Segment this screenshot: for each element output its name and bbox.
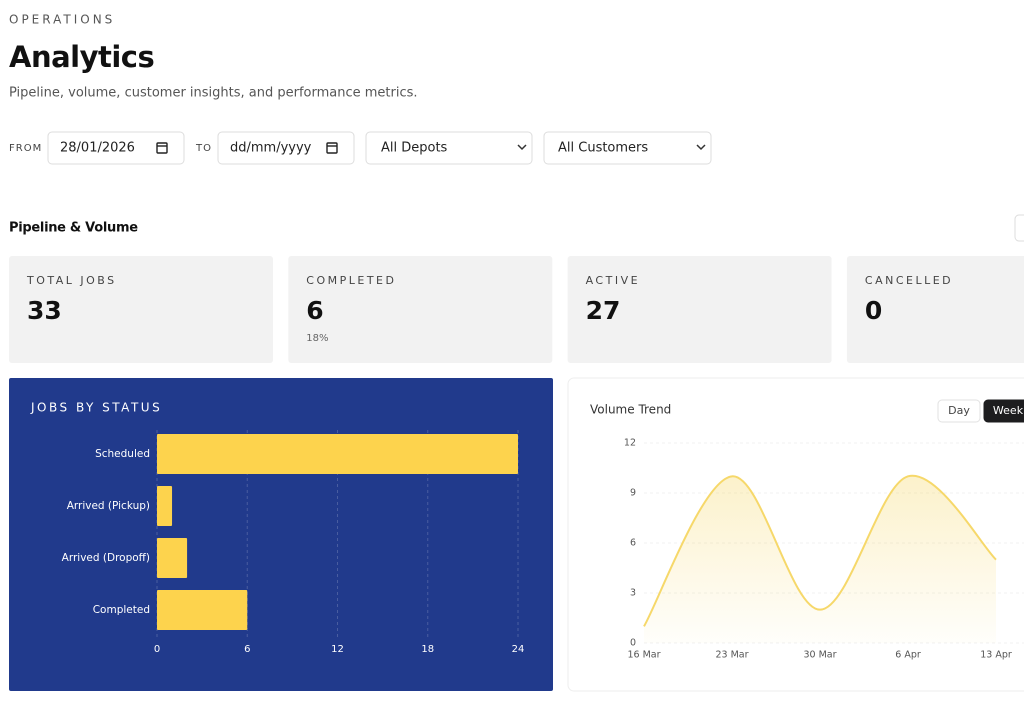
y-tick-label: 9 xyxy=(630,488,636,499)
y-tick-label: Arrived (Pickup) xyxy=(67,500,150,512)
chevron xyxy=(696,144,706,151)
page-title: Analytics xyxy=(9,40,154,74)
depot-select[interactable] xyxy=(365,131,533,165)
stat-value: 33 xyxy=(27,296,62,325)
section-button[interactable] xyxy=(1014,214,1024,242)
x-tick-label: 6 Apr xyxy=(895,650,921,661)
to-date-value: dd/mm/yyyy xyxy=(230,141,312,156)
stat-card xyxy=(288,256,553,363)
chevron xyxy=(517,144,527,151)
chart-title: Volume Trend xyxy=(590,403,671,417)
to-date-input[interactable] xyxy=(217,131,355,165)
y-tick-label: Scheduled xyxy=(95,448,150,460)
calendar-icon xyxy=(156,142,168,154)
y-tick-label: Arrived (Dropoff) xyxy=(62,552,150,564)
bar xyxy=(157,590,248,630)
stat-cards: TOTAL JOBS 33 COMPLETED 6 18% ACTIVE 27 CANCELL… xyxy=(9,256,1024,363)
y-tick-label: 3 xyxy=(630,588,636,599)
section-title: Pipeline & Volume xyxy=(9,221,138,236)
y-tick-label: 6 xyxy=(630,538,636,549)
stat-value: 6 xyxy=(306,296,323,325)
area xyxy=(644,475,996,643)
calendar-icon xyxy=(326,142,338,154)
x-tick-label: 12 xyxy=(331,644,344,655)
jobs-by-status-panel xyxy=(9,378,553,691)
y-tick-label: 0 xyxy=(630,638,636,649)
stat-label: ACTIVE xyxy=(586,274,640,287)
chart-title: JOBS BY STATUS xyxy=(30,401,162,415)
stat-card xyxy=(9,256,273,363)
bar-chart: JOBS BY STATUS 0 6 12 18 24 Scheduled Arrived (… xyxy=(30,401,524,656)
x-tick-label: 24 xyxy=(512,644,525,655)
page-subtitle: Pipeline, volume, customer insights, and… xyxy=(9,86,418,101)
line xyxy=(643,474,997,627)
range-button[interactable] xyxy=(937,399,981,423)
stat-label: CANCELLED xyxy=(865,274,953,287)
x-tick-label: 13 Apr xyxy=(980,650,1012,661)
range-button[interactable] xyxy=(983,399,1024,423)
customer-select[interactable] xyxy=(543,131,712,165)
range-button-label: Week xyxy=(993,404,1024,417)
stat-sub: 18% xyxy=(306,333,328,344)
bar xyxy=(157,434,518,474)
stat-label: COMPLETED xyxy=(306,274,396,287)
eyebrow: OPERATIONS xyxy=(9,13,115,27)
stat-value: 27 xyxy=(586,296,621,325)
depot-value: All Depots xyxy=(381,141,448,156)
x-tick-label: 6 xyxy=(244,644,250,655)
range-button-label: Day xyxy=(948,404,970,417)
stat-card xyxy=(846,256,1024,363)
x-tick-label: 30 Mar xyxy=(803,650,836,661)
x-tick-label: 16 Mar xyxy=(627,650,660,661)
stat-card xyxy=(567,256,832,363)
bar xyxy=(157,486,173,526)
y-tick-label: 12 xyxy=(624,438,636,449)
x-tick-label: 18 xyxy=(421,644,434,655)
line-chart: Volume Trend Day Week 0 3 6 9 12 16 Mar 23 Mar 30 … xyxy=(590,399,1024,661)
from-label: FROM xyxy=(9,143,42,154)
from-date-value: 28/01/2026 xyxy=(60,141,135,156)
x-tick-label: 0 xyxy=(154,644,160,655)
y-tick-label: Completed xyxy=(93,604,150,616)
stat-value: 0 xyxy=(865,296,882,325)
x-tick-label: 23 Mar xyxy=(715,650,748,661)
from-date-input[interactable] xyxy=(47,131,185,165)
bar xyxy=(157,538,188,578)
to-label: TO xyxy=(195,143,212,154)
stat-label: TOTAL JOBS xyxy=(26,274,117,287)
customer-value: All Customers xyxy=(558,141,648,156)
